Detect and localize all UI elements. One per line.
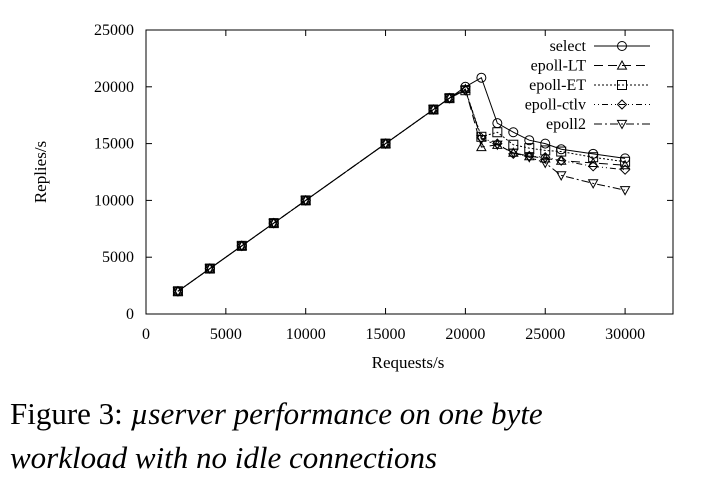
x-tick-label: 15000 (366, 326, 406, 343)
x-tick-label: 0 (142, 326, 150, 343)
x-axis-label: Requests/s (372, 353, 445, 372)
chart: 0 5000 10000 15000 20000 25000 30000 0 5000 10000… (31, 22, 674, 372)
chart-legend: select epoll-LT epoll-ET epoll-ctlv epoll2 (525, 38, 650, 133)
data-point-epoll2 (204, 264, 216, 275)
y-tick-label: 0 (126, 306, 134, 323)
x-tick-label: 30000 (605, 326, 645, 343)
data-point-epoll2 (460, 86, 471, 96)
plot-frame (145, 29, 674, 315)
data-point-epoll2 (172, 287, 184, 297)
legend-label-epoll-ET: epoll-ET (529, 77, 586, 94)
data-point-epoll2 (236, 241, 248, 252)
legend-marker-epoll-ctlv (616, 99, 628, 110)
data-point-select (476, 72, 487, 83)
legend-label-epoll2: epoll2 (546, 116, 586, 133)
caption-line-1: Figure 3: µserver performance on one byt… (10, 392, 710, 436)
data-point-epoll-ctlv (524, 150, 535, 162)
data-point-epoll-LT (619, 159, 631, 170)
legend-marker-epoll2 (616, 119, 628, 130)
legend-label-epoll-ctlv: epoll-ctlv (525, 97, 586, 114)
data-point-epoll2 (476, 134, 487, 145)
legend-marker-epoll-LT (616, 59, 628, 70)
legend-marker-epoll-ET (617, 80, 627, 90)
series-epoll2 (172, 86, 631, 297)
data-point-epoll2 (555, 171, 567, 181)
data-point-epoll-LT (555, 155, 567, 165)
data-point-epoll2 (587, 179, 599, 189)
chart-series-group (172, 72, 631, 297)
data-point-epoll-LT (476, 141, 487, 152)
caption-text-line-1: µserver performance on one byte (130, 396, 543, 431)
data-point-epoll-ctlv (556, 155, 567, 166)
chart-axes: 0 5000 10000 15000 20000 25000 30000 0 5000 10000… (94, 22, 674, 343)
caption-figure-label: Figure 3: (10, 396, 123, 431)
data-point-epoll-ctlv (540, 152, 551, 163)
data-point-epoll-ET (524, 143, 535, 154)
x-tick-label: 10000 (286, 326, 326, 343)
y-tick-label: 20000 (94, 79, 134, 96)
data-point-epoll-ET (492, 127, 503, 138)
caption-line-2: workload with no idle connections (10, 436, 710, 480)
data-point-select (524, 135, 535, 146)
data-point-epoll2 (428, 105, 439, 116)
figure-caption: Figure 3: µserver performance on one byt… (10, 392, 710, 480)
data-point-epoll2 (380, 139, 391, 150)
x-tick-label: 20000 (445, 326, 485, 343)
data-point-epoll-ctlv (492, 138, 503, 149)
y-tick-label: 25000 (94, 22, 134, 39)
data-point-epoll2 (268, 219, 280, 229)
y-tick-label: 15000 (94, 136, 134, 153)
x-tick-label: 25000 (525, 326, 565, 343)
data-point-epoll-ctlv (619, 164, 631, 175)
y-axis-label: Replies/s (31, 141, 50, 203)
data-point-epoll2 (491, 140, 503, 151)
data-point-epoll2 (619, 186, 631, 196)
legend-label-epoll-LT: epoll-LT (531, 58, 587, 75)
data-point-epoll2 (507, 148, 519, 159)
legend-marker-select (617, 41, 627, 51)
data-point-epoll-ctlv (587, 161, 599, 172)
series-line-epoll-ET (177, 89, 626, 292)
data-point-epoll-ET (476, 131, 487, 142)
y-tick-label: 10000 (94, 192, 134, 209)
y-tick-label: 5000 (102, 249, 134, 266)
series-line-epoll-ctlv (177, 89, 626, 292)
data-point-select (508, 127, 519, 138)
legend-label-select: select (550, 38, 587, 55)
data-point-epoll2 (539, 158, 551, 169)
data-point-epoll-ET (540, 145, 551, 156)
data-point-epoll2 (523, 153, 535, 163)
data-point-select (540, 138, 551, 149)
x-tick-label: 5000 (210, 326, 242, 343)
data-point-epoll2 (300, 196, 312, 206)
data-point-epoll-ET (620, 156, 631, 167)
data-point-epoll-ctlv (476, 132, 487, 144)
caption-text-line-2: workload with no idle connections (10, 440, 438, 475)
data-point-epoll2 (444, 94, 455, 104)
